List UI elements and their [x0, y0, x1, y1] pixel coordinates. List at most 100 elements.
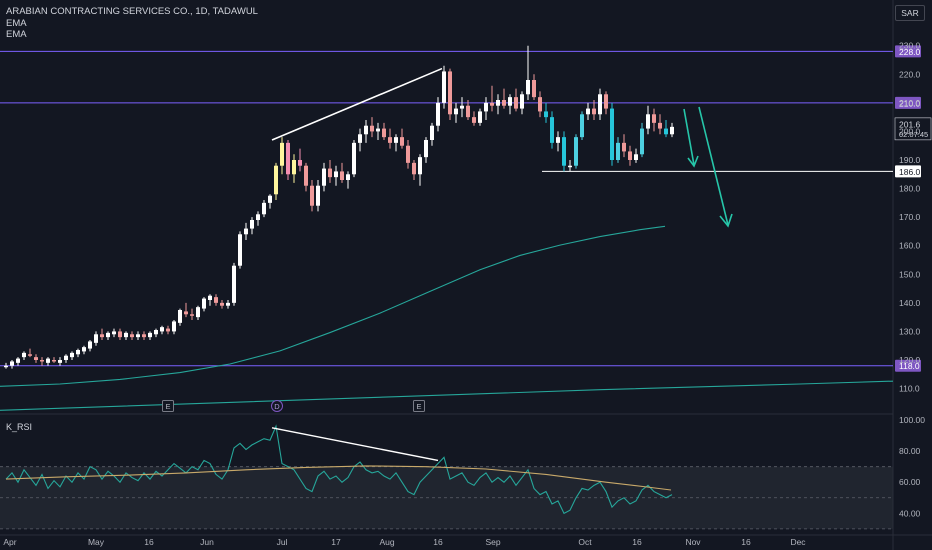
rsi-line: [5, 424, 673, 515]
candle-body: [454, 108, 458, 115]
last-price-value: 201.6: [899, 119, 921, 129]
x-tick-label: 16: [433, 537, 443, 547]
down-arrow-2: [698, 106, 729, 226]
candle-body: [52, 360, 56, 362]
candle-body: [274, 165, 278, 195]
chart-title: ARABIAN CONTRACTING SERVICES CO., 1D, TA…: [6, 6, 258, 17]
level-label: 228.0: [899, 47, 921, 57]
levels-layer: 228.0 210.0 118.0 186.0 201.602:07:45: [0, 45, 932, 372]
candle-body: [490, 102, 494, 106]
candle-body: [58, 360, 62, 363]
candle-body: [598, 94, 602, 115]
rsi-y-tick-label: 80.00: [899, 446, 921, 456]
rsi-y-tick-label: 100.00: [899, 415, 925, 425]
x-tick-label: 16: [632, 537, 642, 547]
rsi-divergence-line: [271, 427, 439, 462]
dividend-marker: [271, 400, 283, 412]
candle-body: [622, 142, 626, 152]
candle-body: [64, 355, 68, 360]
candle-body: [370, 125, 374, 132]
candle-body: [364, 125, 368, 135]
currency-button[interactable]: SAR: [895, 5, 925, 21]
candle-body: [178, 310, 182, 323]
level-tag: [895, 165, 921, 178]
candle-body: [610, 108, 614, 160]
down-arrow-1-head: [687, 155, 699, 168]
y-tick-label: 160.0: [899, 241, 921, 251]
candle-body: [412, 162, 416, 175]
event-marker-label: D: [274, 402, 280, 411]
ema-indicator-1[interactable]: EMA: [6, 18, 27, 29]
x-tick-label: 17: [331, 537, 341, 547]
candle-body: [166, 328, 170, 332]
y-tick-label: 110.0: [899, 384, 920, 394]
y-tick-label: 210.0: [899, 98, 921, 108]
candle-body: [400, 137, 404, 146]
candle-body: [88, 341, 92, 349]
candle-body: [442, 71, 446, 103]
candle-body: [328, 168, 332, 178]
candle-body: [46, 358, 50, 363]
rsi-signal-line: [5, 465, 672, 491]
candle-body: [508, 97, 512, 106]
candle-body: [4, 365, 8, 368]
candle-body: [484, 102, 488, 112]
candle-body: [202, 298, 206, 309]
candle-body: [322, 168, 326, 186]
x-tick-label: Sep: [485, 537, 500, 547]
y-tick-label: 230.0: [899, 41, 921, 51]
y-tick-label: 140.0: [899, 298, 921, 308]
candle-body: [514, 97, 518, 109]
candle-body: [34, 357, 38, 360]
rsi-y-tick-label: 60.00: [899, 477, 921, 487]
down-arrow-1: [683, 108, 695, 166]
candle-body: [562, 137, 566, 166]
y-tick-label: 170.0: [899, 212, 921, 222]
candle-body: [100, 334, 104, 338]
candle-body: [544, 111, 548, 118]
candles-layer: [4, 45, 674, 369]
annotations-layer: [271, 67, 733, 462]
down-arrow-2-head: [719, 213, 733, 228]
candle-body: [532, 80, 536, 98]
candle-body: [466, 105, 470, 118]
candle-body: [520, 94, 524, 109]
candle-body: [448, 71, 452, 115]
rsi-title: K_RSI: [6, 422, 33, 432]
x-tick-label: Nov: [685, 537, 701, 547]
candle-body: [28, 354, 32, 356]
level-tag: [895, 45, 921, 58]
candle-body: [118, 331, 122, 338]
candle-body: [16, 358, 20, 363]
candle-body: [136, 334, 140, 338]
candle-body: [184, 311, 188, 315]
x-tick-label: 16: [144, 537, 154, 547]
candle-body: [196, 307, 200, 318]
x-tick-label: Dec: [790, 537, 806, 547]
candle-body: [160, 327, 164, 332]
candle-body: [130, 334, 134, 338]
candle-body: [346, 174, 350, 180]
price-trendline: [271, 67, 443, 141]
candle-body: [634, 154, 638, 160]
y-tick-label: 180.0: [899, 184, 921, 194]
candle-body: [316, 185, 320, 206]
candle-body: [394, 137, 398, 143]
candle-body: [334, 171, 338, 178]
x-tick-label: 16: [741, 537, 751, 547]
rsi-layer: [0, 424, 893, 530]
candle-body: [310, 185, 314, 206]
candle-body: [664, 128, 668, 135]
ema-indicator-2[interactable]: EMA: [6, 29, 27, 40]
candle-body: [586, 108, 590, 115]
level-label: 118.0: [899, 361, 920, 371]
candle-body: [616, 142, 620, 160]
candle-body: [502, 100, 506, 106]
candle-body: [70, 352, 74, 358]
candle-body: [10, 361, 14, 366]
x-tick-label: Oct: [578, 537, 592, 547]
x-tick-label: Jun: [200, 537, 214, 547]
